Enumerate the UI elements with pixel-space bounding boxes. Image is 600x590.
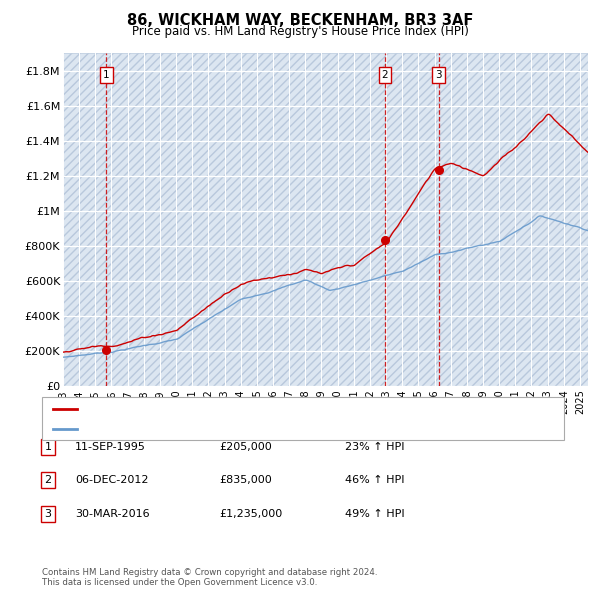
Text: £835,000: £835,000 [219,476,272,485]
Text: Price paid vs. HM Land Registry's House Price Index (HPI): Price paid vs. HM Land Registry's House … [131,25,469,38]
Text: 86, WICKHAM WAY, BECKENHAM, BR3 3AF: 86, WICKHAM WAY, BECKENHAM, BR3 3AF [127,13,473,28]
Text: 11-SEP-1995: 11-SEP-1995 [75,442,146,451]
Text: 30-MAR-2016: 30-MAR-2016 [75,509,149,519]
Text: 2: 2 [382,70,388,80]
Text: 3: 3 [435,70,442,80]
Text: 49% ↑ HPI: 49% ↑ HPI [345,509,404,519]
Text: £1,235,000: £1,235,000 [219,509,282,519]
Text: 1: 1 [103,70,110,80]
Text: 2: 2 [44,476,52,485]
Text: Contains HM Land Registry data © Crown copyright and database right 2024.
This d: Contains HM Land Registry data © Crown c… [42,568,377,587]
Text: 1: 1 [44,442,52,451]
Text: 23% ↑ HPI: 23% ↑ HPI [345,442,404,451]
Text: HPI: Average price, detached house, Bromley: HPI: Average price, detached house, Brom… [81,424,317,434]
Text: £205,000: £205,000 [219,442,272,451]
Text: 06-DEC-2012: 06-DEC-2012 [75,476,149,485]
Text: 3: 3 [44,509,52,519]
Text: 86, WICKHAM WAY, BECKENHAM, BR3 3AF (detached house): 86, WICKHAM WAY, BECKENHAM, BR3 3AF (det… [81,404,395,414]
Text: 46% ↑ HPI: 46% ↑ HPI [345,476,404,485]
